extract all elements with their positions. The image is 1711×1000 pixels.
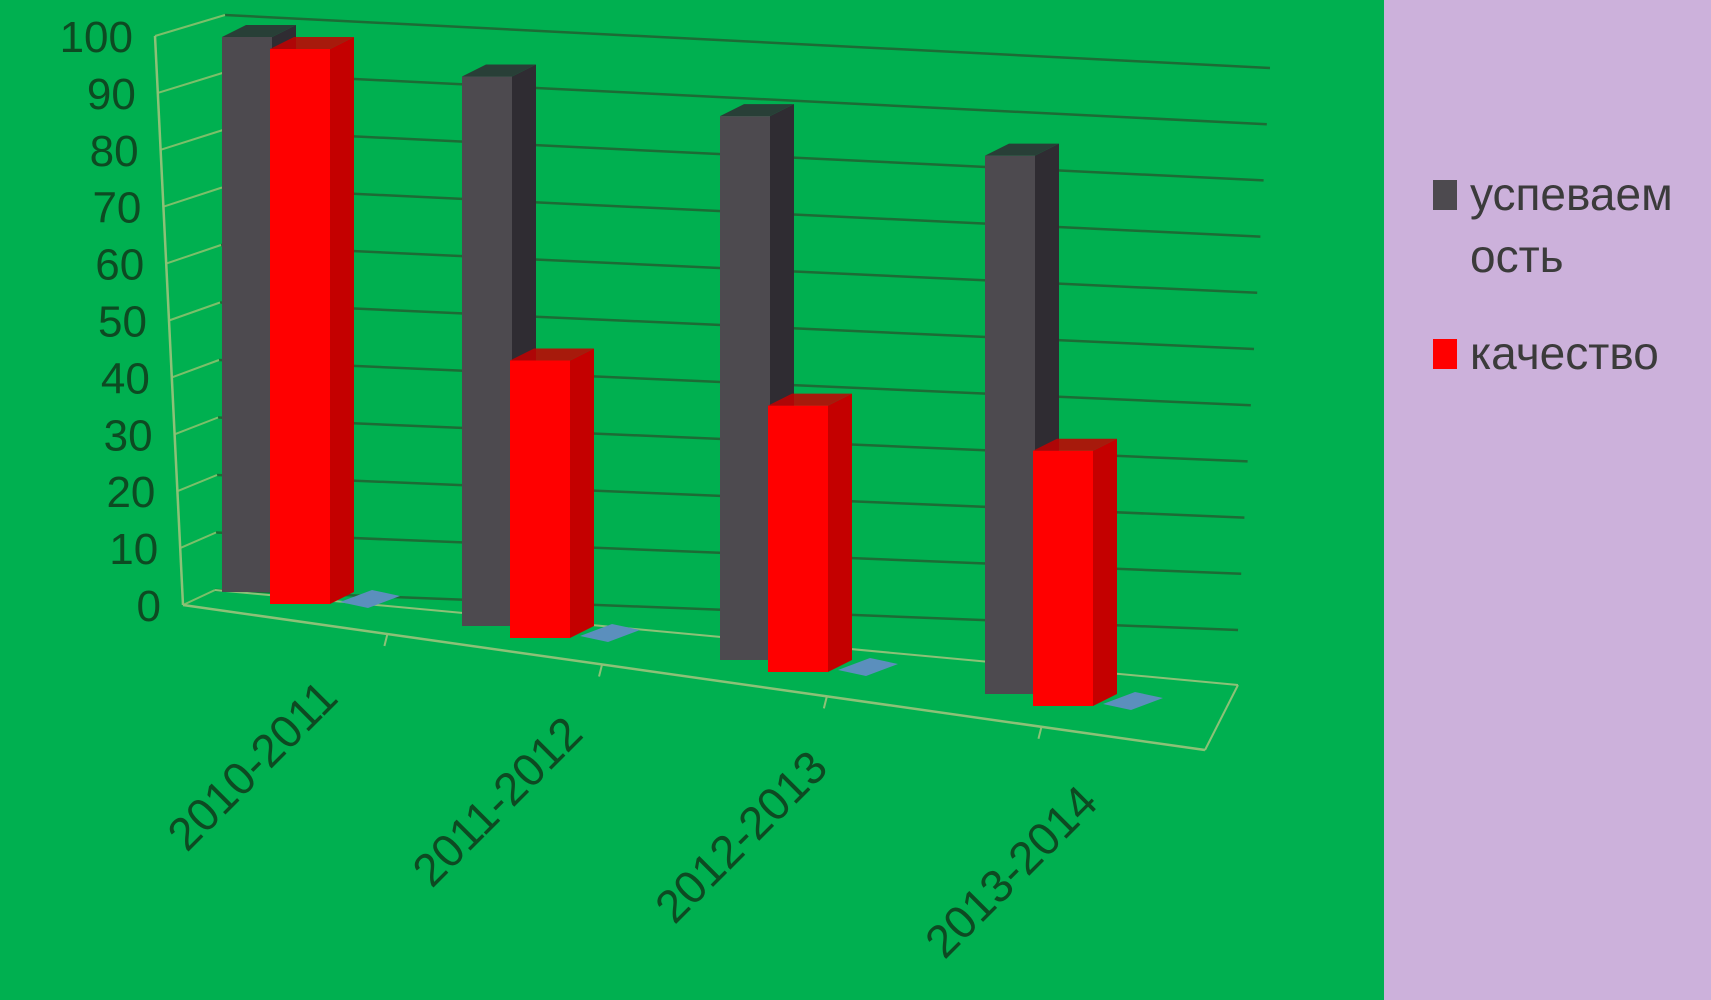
y-tick-label: 20 (106, 468, 155, 517)
y-tick-label: 30 (104, 411, 153, 460)
bar-kachestvo-2010-2011 (270, 49, 330, 604)
floor-mark (1103, 692, 1163, 710)
bars (222, 25, 1163, 710)
y-tick-label: 100 (60, 13, 133, 62)
floor-mark (340, 590, 400, 608)
y-axis-line (153, 35, 185, 606)
bar-kachestvo-2011-2012-side (570, 348, 594, 638)
bar-uspevaemost-2011-2012-top (462, 64, 536, 77)
bar-uspevaemost-2013-2014 (985, 155, 1035, 694)
x-axis-tick (383, 633, 389, 647)
x-axis-tick (822, 696, 828, 709)
bar-kachestvo-2010-2011-side (330, 37, 354, 604)
side-gridline (157, 71, 225, 94)
y-axis-tick-labels: 0 10 20 30 40 50 60 70 80 90 100 (60, 13, 161, 631)
bar-uspevaemost-2011-2012 (462, 76, 512, 627)
y-tick-label: 10 (109, 525, 158, 574)
bar-kachestvo-2011-2012 (510, 360, 570, 638)
bar-kachestvo-2012-2013 (768, 405, 828, 672)
gridline (224, 13, 1271, 70)
bar-kachestvo-2013-2014-side (1093, 438, 1117, 706)
side-gridline (154, 14, 226, 37)
x-axis-tick (598, 664, 603, 677)
side-gridline (174, 416, 219, 436)
gridline (223, 71, 1267, 126)
bar-kachestvo-2010-2011-top (270, 37, 354, 49)
floor-right-edge (1204, 684, 1239, 751)
legend-swatch (1433, 180, 1457, 210)
bar-kachestvo-2013-2014-top (1033, 438, 1117, 451)
y-tick-label: 0 (137, 582, 161, 631)
y-tick-label: 70 (92, 184, 141, 233)
bar-kachestvo-2013-2014 (1033, 450, 1093, 706)
y-tick-label: 40 (101, 354, 150, 403)
legend-swatch (1433, 339, 1457, 369)
bar-uspevaemost-2012-2013-top (720, 104, 794, 117)
bar-uspevaemost-2010-2011-top (222, 25, 296, 37)
floor-mark (838, 658, 898, 676)
x-axis-tick (1037, 726, 1043, 740)
legend-panel: успеваем ость качество (1384, 0, 1711, 1000)
side-gridline (177, 474, 218, 493)
bar-uspevaemost-2010-2011 (222, 37, 272, 592)
legend: успеваем ость качество (1433, 168, 1673, 379)
y-tick-label: 50 (98, 298, 147, 347)
side-gridline (179, 531, 217, 550)
bar-uspevaemost-2013-2014-top (985, 143, 1059, 156)
side-gridline (168, 301, 221, 322)
bar-kachestvo-2011-2012-top (510, 348, 594, 361)
chart-area: 0 10 20 30 40 50 60 70 80 90 100 2010-2011 2011-201… (0, 0, 1384, 1000)
bar-kachestvo-2012-2013-side (828, 393, 852, 672)
side-gridline (182, 589, 216, 606)
x-axis-front-line (182, 603, 1206, 752)
legend-entry-label: успеваем ость (1470, 168, 1673, 282)
y-tick-label: 90 (87, 70, 136, 119)
side-gridline (165, 244, 222, 265)
y-tick-label: 80 (90, 127, 139, 176)
bar-uspevaemost-2012-2013 (720, 116, 770, 661)
y-tick-label: 60 (95, 241, 144, 290)
side-gridline (171, 359, 220, 379)
legend-entry-label: качество (1470, 327, 1659, 379)
floor-mark (580, 624, 640, 642)
bar-kachestvo-2012-2013-top (768, 393, 852, 406)
side-gridline (160, 129, 224, 151)
side-gridline (163, 186, 223, 208)
